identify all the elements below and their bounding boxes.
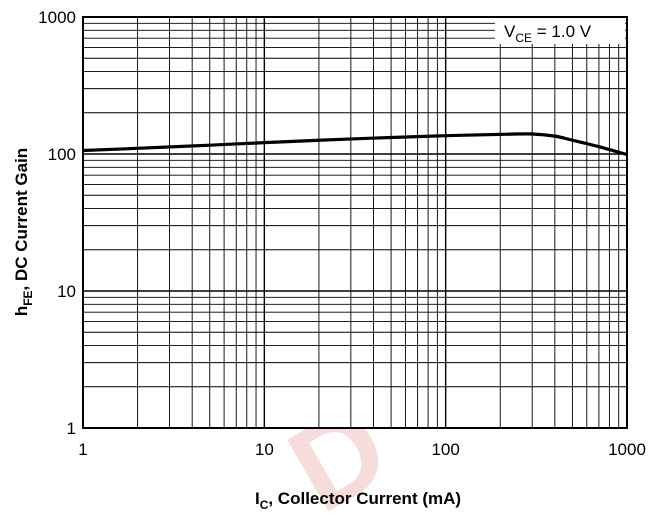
x-tick-label: 1	[78, 440, 87, 459]
plot-frame	[82, 16, 628, 429]
x-axis-label-sub: C	[260, 498, 269, 512]
annotation-main: V	[504, 22, 516, 41]
y-tick-label: 1000	[38, 8, 76, 27]
x-tick-label: 100	[431, 440, 459, 459]
series-line-0	[82, 132, 628, 157]
x-axis-label: IC, Collector Current (mA)	[255, 489, 461, 512]
grid-minor	[83, 17, 627, 428]
x-axis-label-main: I	[255, 489, 260, 508]
x-axis-label-rest: , Collector Current (mA)	[268, 489, 461, 508]
plot-area	[83, 17, 627, 428]
annotation-sub: CE	[515, 31, 532, 45]
y-axis-label: hFE, DC Current Gain	[12, 148, 35, 316]
y-tick-labels: 1 10 100 1000	[38, 8, 76, 438]
x-tick-label: 1000	[608, 440, 646, 459]
annotation-box	[495, 18, 625, 44]
y-tick-label: 100	[48, 145, 76, 164]
y-tick-label: 1	[67, 419, 76, 438]
annotation-rest: = 1.0 V	[532, 22, 592, 41]
y-tick-label: 10	[57, 282, 76, 301]
x-tick-labels: 1 10 100 1000	[78, 440, 646, 459]
x-tick-label: 10	[255, 440, 274, 459]
series-layer	[82, 132, 628, 157]
y-axis-label-rest: , DC Current Gain	[12, 148, 31, 291]
y-axis-label-main: h	[12, 306, 31, 316]
annotation: VCE = 1.0 V	[504, 22, 592, 45]
y-axis-label-sub: FE	[21, 290, 35, 305]
